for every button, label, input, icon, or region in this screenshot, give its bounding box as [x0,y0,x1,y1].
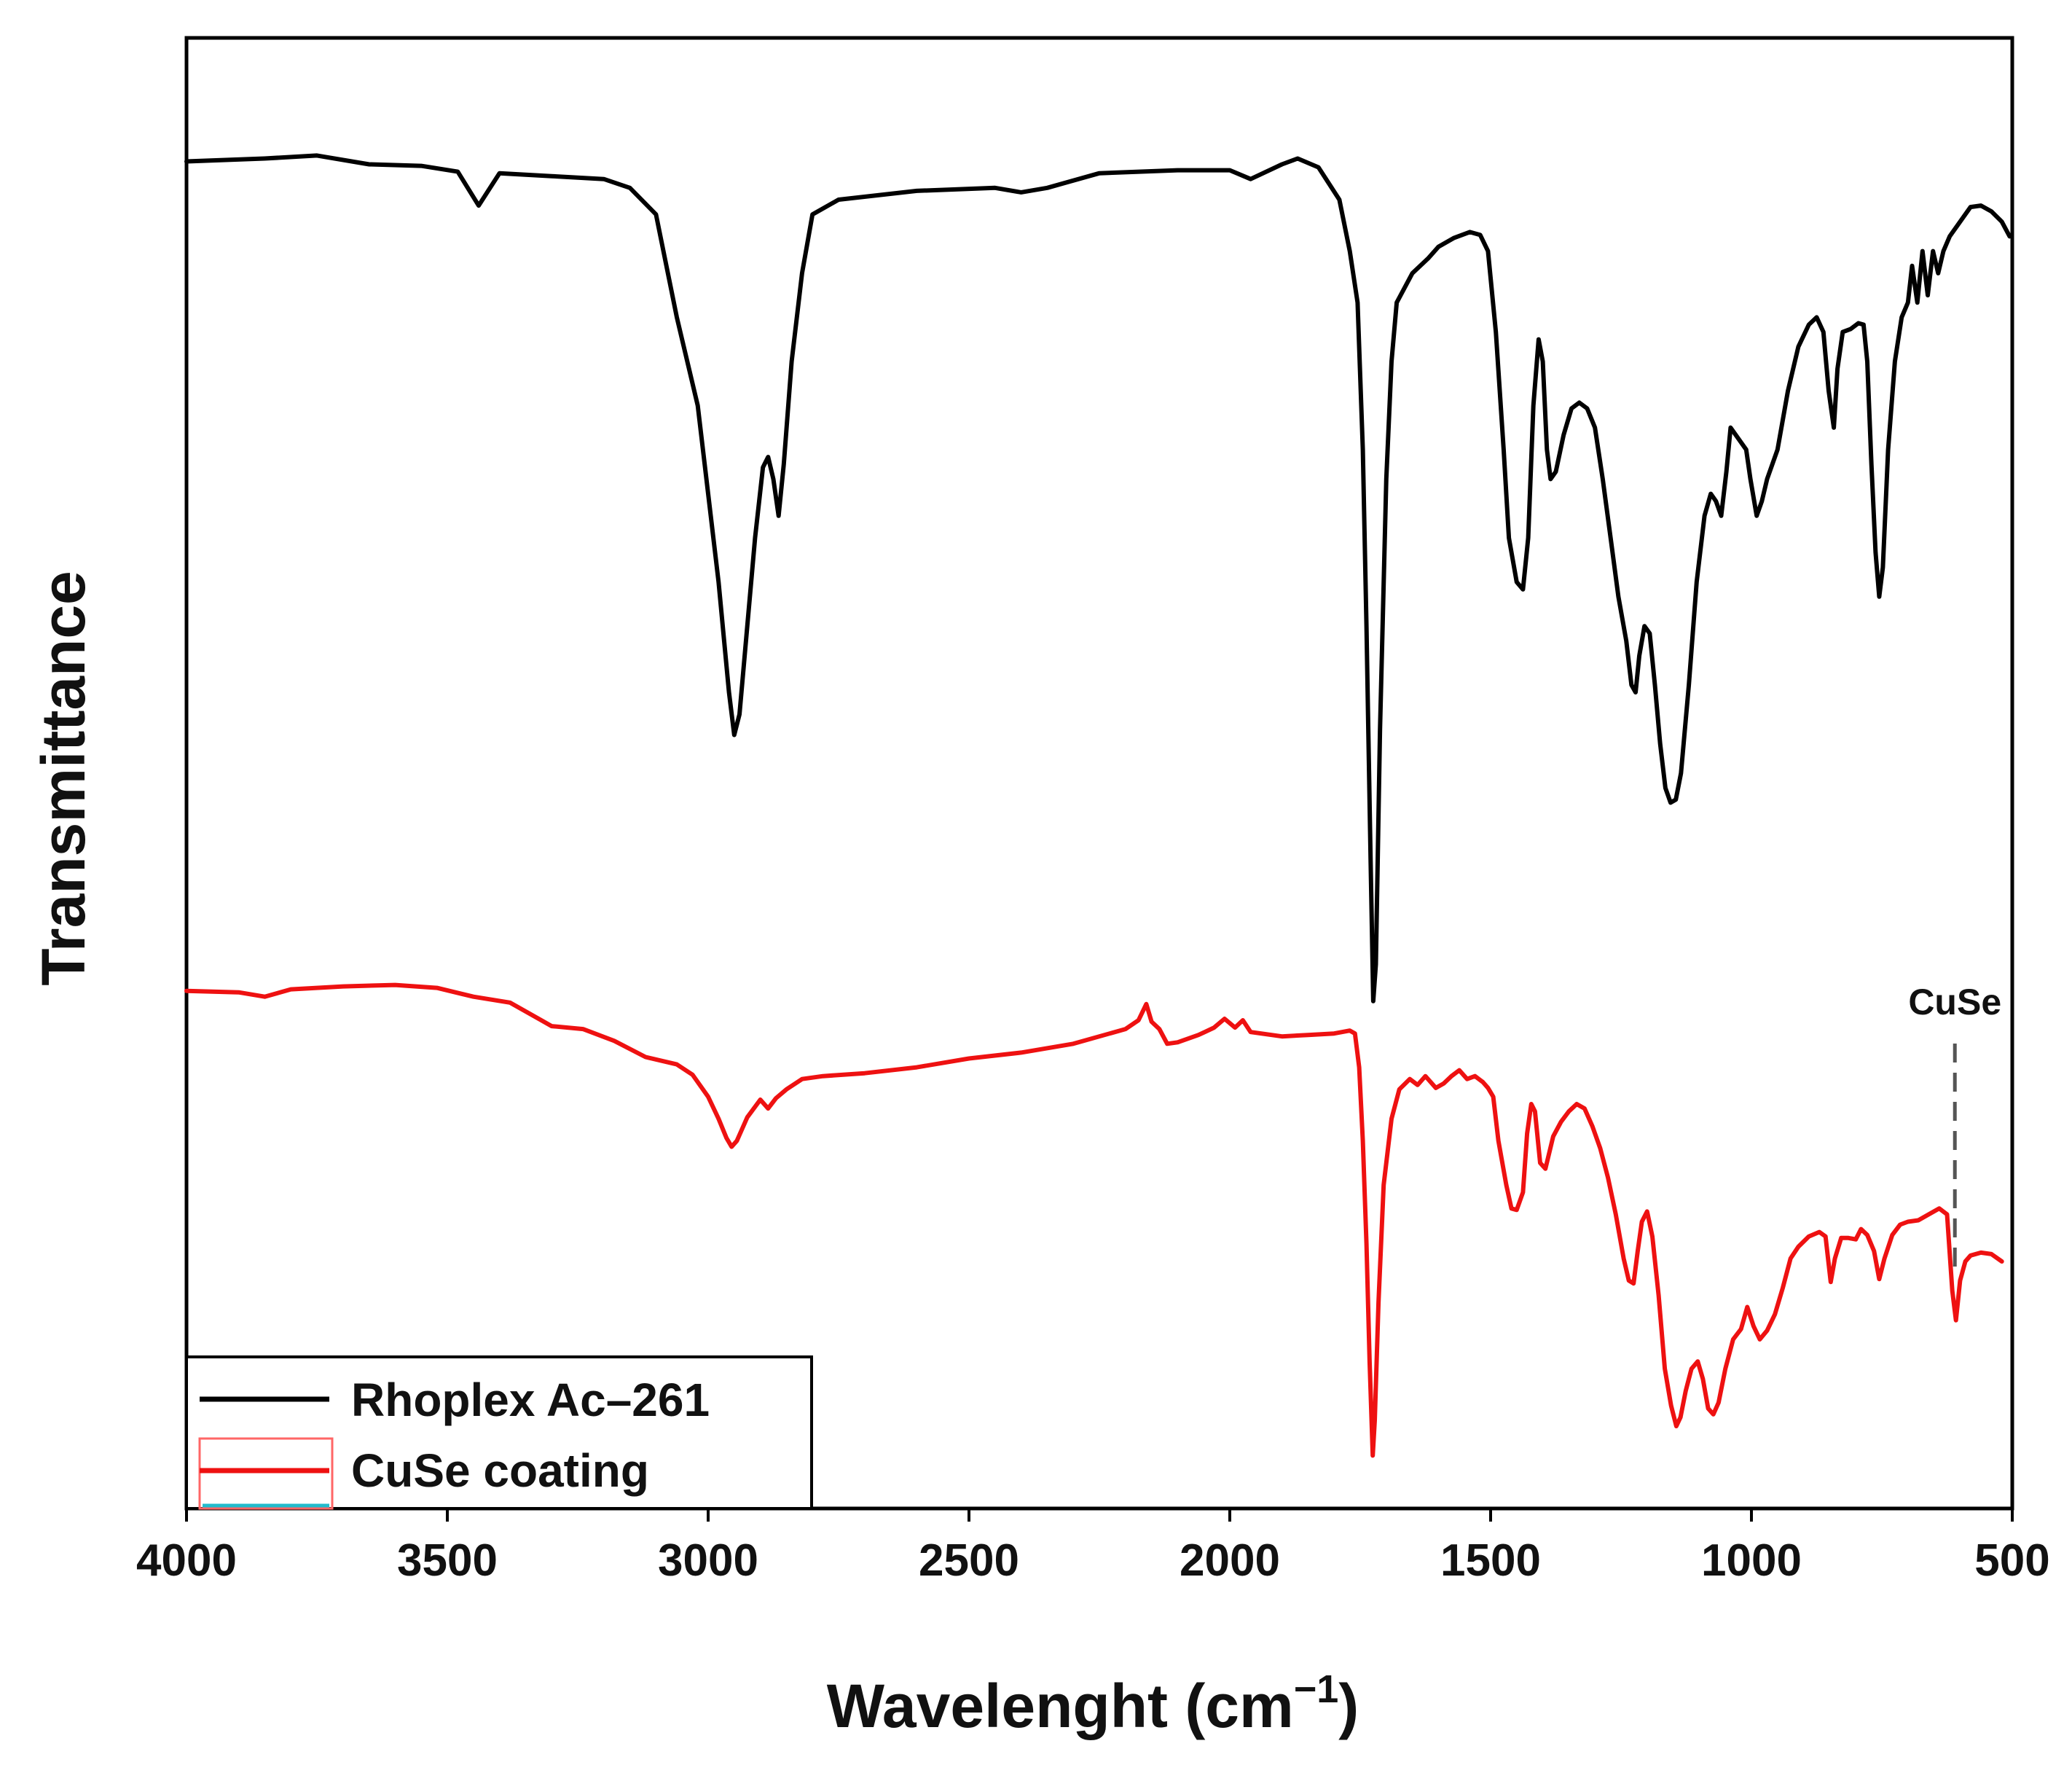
cuse-annotation-label: CuSe [1908,982,2001,1022]
x-tick-label-2000: 2000 [1180,1535,1280,1586]
x-tick-label-3500: 3500 [397,1535,498,1586]
plot-area [184,36,2014,1511]
x-tick-label-2500: 2500 [919,1535,1019,1586]
x-tick-label-1000: 1000 [1701,1535,1802,1586]
legend-swatch-frame-cuse [198,1437,334,1510]
x-axis-title-close: ) [1338,1672,1359,1740]
x-tick-label-4000: 4000 [136,1535,237,1586]
legend: Rhoplex Ac–261 CuSe coating [185,1355,813,1510]
series-line-rhoplex [184,153,2012,1003]
x-tick-label-3000: 3000 [658,1535,758,1586]
x-axis-title-main: Wavelenght (cm [827,1672,1294,1740]
y-axis-title: Transmittance [29,571,98,986]
series-layer [184,153,2012,1458]
legend-box [185,1355,813,1510]
x-axis-title: Wavelenght (cm−1) [827,1667,1359,1740]
x-axis-tick-labels: 4000 3500 3000 2500 2000 1500 1000 500 [136,1535,2050,1586]
cuse-annotation: CuSe [1908,982,2001,1268]
x-axis-ticks [185,1508,2014,1522]
x-tick-label-1500: 1500 [1440,1535,1541,1586]
legend-label-cuse: CuSe coating [351,1444,649,1497]
legend-label-rhoplex: Rhoplex Ac–261 [351,1374,710,1426]
x-tick-label-500: 500 [1974,1535,2049,1586]
x-axis-title-superscript: −1 [1294,1667,1339,1711]
series-line-cuse-coating [184,982,2004,1458]
